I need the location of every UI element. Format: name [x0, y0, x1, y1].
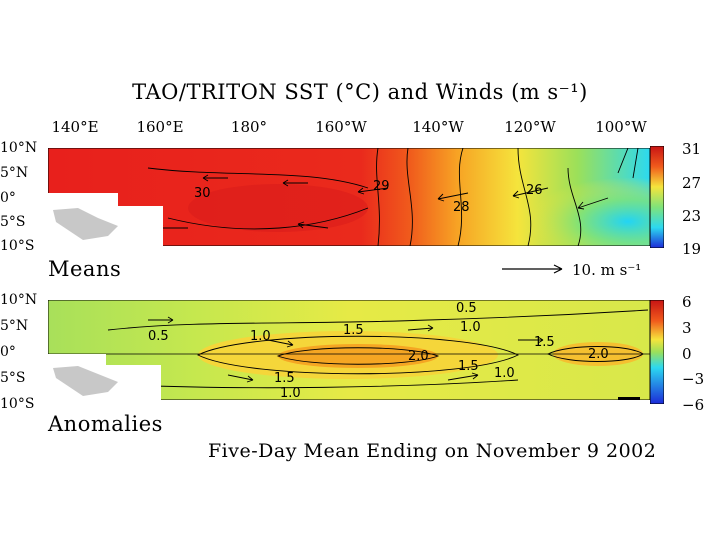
reference-vector-label: 10. m s⁻¹	[572, 261, 642, 279]
anom-lat-5s: 5°S	[0, 370, 26, 386]
lon-label-160e: 160°E	[136, 118, 184, 136]
anomalies-contours	[107, 309, 649, 389]
reference-vector-arrow	[502, 264, 563, 274]
footer-caption: Five-Day Mean Ending on November 9 2002	[208, 440, 657, 462]
anom-cb-tick: −6	[682, 396, 705, 414]
anomalies-map: 0.5 0.5 1.0 1.5 2.0 1.0 1.5 1.5 1.0 2.0 …	[48, 300, 650, 400]
anom-contour-label: 0.5	[456, 301, 477, 316]
means-contour-label: 28	[453, 200, 470, 215]
means-contour-label: 26	[526, 183, 543, 198]
means-lat-0: 0°	[0, 190, 16, 206]
anom-contour-label: 1.5	[343, 323, 364, 338]
anom-lat-5n: 5°N	[0, 318, 29, 334]
means-lat-10s: 10°S	[0, 238, 35, 254]
means-cb-tick: 19	[682, 240, 702, 258]
means-new-guinea	[53, 208, 118, 240]
lon-label-140e: 140°E	[51, 118, 99, 136]
lon-label-180: 180°	[230, 118, 268, 136]
anomalies-wind-vectors	[148, 316, 544, 383]
anom-contour-label: 0.5	[148, 329, 169, 344]
lon-label-120w: 120°W	[504, 118, 556, 136]
anom-lat-10n: 10°N	[0, 292, 38, 308]
anomalies-new-guinea	[53, 366, 118, 396]
anom-contour-label: 1.0	[280, 386, 301, 400]
means-lat-5s: 5°S	[0, 214, 26, 230]
anom-contour-label: 1.0	[460, 320, 481, 335]
chart-title: TAO/TRITON SST (°C) and Winds (m s⁻¹)	[132, 80, 588, 104]
means-cb-tick: 23	[682, 207, 702, 225]
means-colorbar	[650, 146, 664, 248]
anomalies-colorbar	[650, 300, 664, 404]
anom-cb-tick: −3	[682, 370, 705, 388]
anom-contour-label: 1.0	[250, 329, 271, 344]
means-contour-label: 30	[194, 186, 211, 201]
anom-contour-label: 2.0	[588, 347, 609, 362]
anom-cb-tick: 6	[682, 293, 692, 311]
anomalies-label: Anomalies	[48, 412, 163, 436]
means-cold-tongue	[428, 148, 650, 246]
anom-lat-0: 0°	[0, 344, 16, 360]
anom-contour-label: 1.5	[534, 335, 555, 350]
means-warm-pool	[188, 184, 368, 232]
anom-cb-tick: 0	[682, 345, 692, 363]
anom-cb-tick: 3	[682, 319, 692, 337]
anom-contour-label: 2.0	[408, 349, 429, 364]
anomalies-peak-zone	[278, 344, 438, 368]
means-contours	[147, 148, 582, 246]
means-map: 30 29 28 26	[48, 148, 650, 246]
lon-label-140w: 140°W	[412, 118, 464, 136]
anom-contour-label: 1.5	[458, 359, 479, 374]
lon-label-100w: 100°W	[595, 118, 647, 136]
anom-contour-label: 1.0	[494, 366, 515, 381]
anom-contour-label: 1.5	[274, 371, 295, 386]
means-cb-tick: 31	[682, 140, 702, 158]
anom-lat-10s: 10°S	[0, 396, 35, 412]
means-label: Means	[48, 257, 122, 281]
lon-label-160w: 160°W	[315, 118, 367, 136]
means-lat-5n: 5°N	[0, 165, 29, 181]
means-cb-tick: 27	[682, 174, 702, 192]
means-lat-10n: 10°N	[0, 140, 38, 156]
means-contour-label: 29	[373, 179, 390, 194]
means-wind-vectors	[157, 148, 639, 232]
